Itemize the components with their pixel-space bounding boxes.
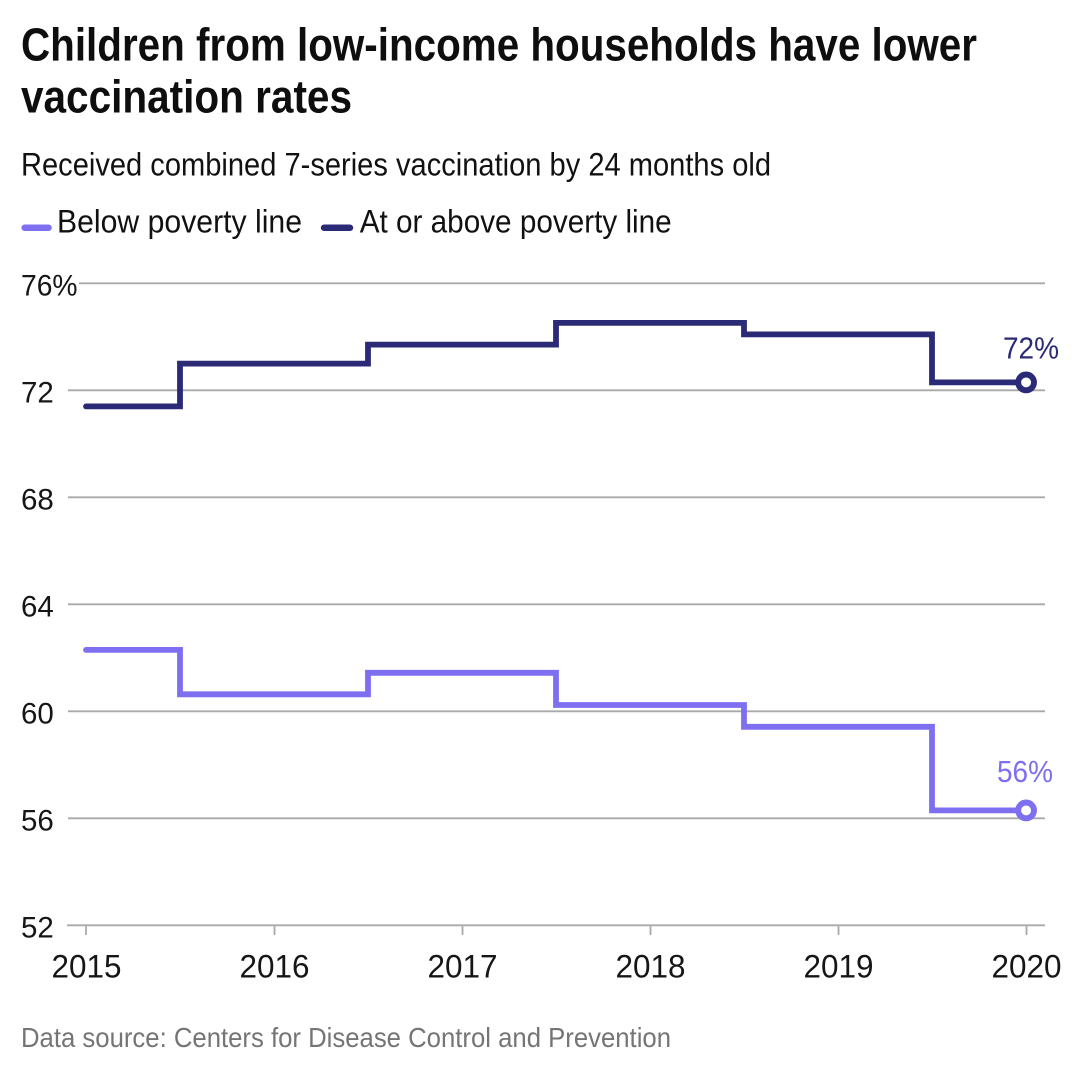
svg-text:72%: 72% (1003, 330, 1059, 365)
svg-text:Data source: Centers for Disea: Data source: Centers for Disease Control… (21, 1022, 671, 1053)
svg-text:Below poverty line: Below poverty line (57, 204, 302, 240)
svg-text:2017: 2017 (428, 949, 498, 985)
svg-text:2020: 2020 (992, 949, 1062, 985)
svg-text:56%: 56% (997, 754, 1053, 789)
svg-text:76%: 76% (21, 270, 78, 303)
svg-text:2016: 2016 (240, 949, 310, 985)
svg-text:64: 64 (21, 591, 54, 624)
svg-text:60: 60 (21, 698, 54, 731)
svg-text:72: 72 (21, 377, 54, 410)
svg-text:56: 56 (21, 805, 54, 838)
svg-text:52: 52 (21, 912, 54, 945)
svg-text:vaccination rates: vaccination rates (21, 71, 352, 123)
svg-text:Received combined 7-series vac: Received combined 7-series vaccination b… (21, 147, 771, 183)
svg-text:Children from low-income house: Children from low-income households have… (21, 19, 977, 71)
svg-text:2015: 2015 (52, 949, 122, 985)
svg-text:68: 68 (21, 484, 54, 517)
svg-text:2019: 2019 (804, 949, 874, 985)
svg-text:At or above poverty line: At or above poverty line (360, 204, 672, 240)
svg-text:2018: 2018 (616, 949, 686, 985)
